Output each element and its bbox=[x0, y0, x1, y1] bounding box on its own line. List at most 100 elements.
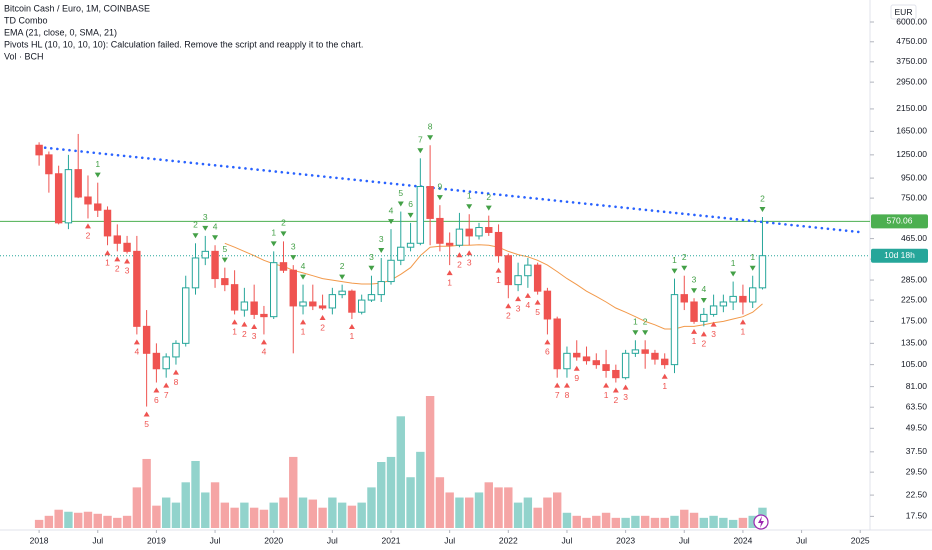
x-tick-label: 2023 bbox=[616, 535, 635, 545]
volume-bar bbox=[249, 507, 259, 528]
candle-body bbox=[631, 349, 640, 354]
td-buy-marker bbox=[241, 321, 248, 327]
candle-body bbox=[270, 262, 278, 318]
candle-body bbox=[45, 154, 53, 175]
candle-body bbox=[191, 257, 200, 289]
candle-body bbox=[201, 250, 209, 259]
td-buy-count: 6 bbox=[154, 395, 159, 405]
x-tick-label: 2019 bbox=[147, 535, 166, 545]
td-sell-count: 1 bbox=[633, 317, 638, 327]
candle-body bbox=[573, 352, 581, 358]
td-buy-count: 3 bbox=[711, 329, 716, 339]
volume-bar bbox=[44, 515, 54, 528]
td-sell-marker bbox=[485, 205, 492, 211]
volume-bar bbox=[298, 497, 308, 528]
volume-bar bbox=[572, 515, 581, 528]
td-buy-count: 5 bbox=[144, 419, 149, 429]
td-buy-marker bbox=[104, 250, 111, 256]
td-buy-marker bbox=[515, 296, 522, 302]
td-sell-marker bbox=[397, 201, 404, 207]
volume-bar bbox=[142, 458, 151, 528]
td-buy-count: 9 bbox=[574, 373, 579, 383]
candle-body bbox=[445, 242, 454, 246]
x-tick-label: 2020 bbox=[264, 535, 283, 545]
volume-bar bbox=[357, 502, 366, 528]
td-sell-marker bbox=[407, 212, 414, 218]
candle-body bbox=[709, 305, 718, 315]
td-sell-marker bbox=[632, 330, 639, 336]
td-sell-marker bbox=[388, 219, 395, 225]
volume-bar bbox=[161, 497, 171, 528]
y-tick-label: 2950.00 bbox=[896, 76, 927, 86]
candle-body bbox=[563, 352, 571, 370]
volume-bar bbox=[660, 517, 669, 528]
y-tick-label: 950.00 bbox=[901, 172, 927, 182]
volume-bar bbox=[269, 502, 278, 528]
y-tick-label: 1650.00 bbox=[896, 126, 927, 136]
volume-bar bbox=[484, 482, 493, 528]
volume-bar bbox=[680, 509, 689, 528]
y-tick-label: 3750.00 bbox=[896, 56, 927, 66]
td-sell-count: 3 bbox=[203, 212, 208, 222]
volume-bar bbox=[191, 460, 200, 528]
td-buy-count: 1 bbox=[447, 277, 452, 287]
candle-body bbox=[172, 342, 180, 358]
volume-bar bbox=[504, 487, 513, 528]
candle-body bbox=[240, 301, 249, 311]
td-buy-marker bbox=[251, 323, 258, 329]
candle-body bbox=[670, 294, 679, 366]
candle-body bbox=[123, 242, 131, 252]
td-sell-marker bbox=[749, 265, 756, 271]
candle-body bbox=[133, 250, 141, 327]
td-sell-marker bbox=[202, 225, 209, 231]
td-sell-marker bbox=[436, 195, 443, 201]
candle-body bbox=[387, 259, 395, 283]
currency-box[interactable] bbox=[890, 4, 917, 20]
candle-body bbox=[494, 231, 503, 257]
candle-body bbox=[35, 144, 43, 156]
td-buy-marker bbox=[563, 382, 570, 388]
volume-bar bbox=[337, 502, 347, 528]
td-sell-count: 3 bbox=[692, 274, 697, 284]
volume-bar bbox=[181, 482, 190, 528]
candle-body bbox=[641, 349, 649, 354]
td-buy-count: 2 bbox=[320, 322, 325, 332]
td-buy-marker bbox=[133, 339, 140, 345]
td-buy-count: 1 bbox=[604, 390, 609, 400]
y-tick-label: 6000.00 bbox=[896, 16, 927, 26]
td-buy-count: 3 bbox=[467, 257, 472, 267]
td-buy-count: 4 bbox=[134, 347, 139, 357]
candle-body bbox=[651, 352, 659, 360]
y-tick-label: 63.50 bbox=[906, 401, 928, 411]
volume-bar bbox=[465, 497, 474, 528]
candle-body bbox=[230, 284, 239, 311]
td-sell-count: 9 bbox=[438, 181, 443, 191]
x-tick-label: Jul bbox=[796, 535, 807, 545]
currency-label[interactable]: EUR bbox=[895, 7, 913, 17]
td-buy-count: 1 bbox=[496, 275, 501, 285]
candle-body bbox=[182, 287, 190, 344]
volume-bar bbox=[601, 512, 611, 528]
chart-title: Bitcoin Cash / Euro, 1M, COINBASE bbox=[4, 3, 150, 13]
volume-bar bbox=[670, 515, 679, 528]
x-tick-label: Jul bbox=[444, 535, 455, 545]
volume-bar bbox=[738, 517, 748, 528]
x-tick-label: Jul bbox=[92, 535, 103, 545]
td-sell-count: 2 bbox=[760, 193, 765, 203]
volume-bar bbox=[113, 517, 122, 528]
x-tick-label: Jul bbox=[679, 535, 690, 545]
td-buy-marker bbox=[319, 315, 326, 321]
td-buy-marker bbox=[260, 339, 267, 345]
indicator-label: Vol · BCH bbox=[4, 51, 44, 61]
volume-bar bbox=[455, 497, 464, 528]
volume-bar bbox=[259, 509, 269, 528]
volume-bar bbox=[621, 517, 630, 528]
candle-body bbox=[54, 173, 63, 224]
td-buy-marker bbox=[710, 321, 717, 327]
td-buy-marker bbox=[622, 384, 629, 390]
candle-body bbox=[543, 290, 552, 320]
volume-bar bbox=[719, 517, 728, 528]
td-sell-marker bbox=[427, 135, 434, 141]
td-sell-marker bbox=[300, 274, 307, 280]
td-buy-count: 1 bbox=[105, 257, 110, 267]
